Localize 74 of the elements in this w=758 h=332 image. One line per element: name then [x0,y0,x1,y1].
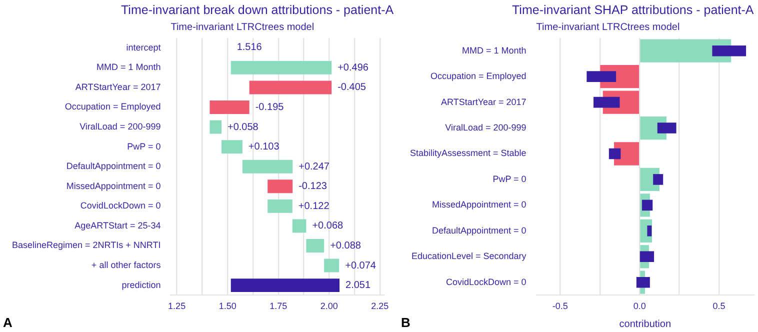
x-tick-label: -0.5 [552,301,568,312]
bar [324,258,340,272]
data-label: -0.195 [255,102,284,113]
text: B [401,315,410,330]
bar [242,160,293,174]
x-tick-label: 1.50 [218,301,236,312]
bar [210,100,250,114]
bar [608,148,621,160]
data-label: 2.051 [346,280,371,292]
y-tick-label: AgeARTStart = 25-34 [74,220,161,230]
bar [306,239,324,252]
bar [712,45,746,56]
data-label: +0.247 [298,161,330,172]
y-tick-label: intercept [126,42,162,52]
data-label: +0.088 [330,240,362,252]
y-tick-label: StabilityAssessment = Stable [410,148,526,158]
bar [230,60,332,74]
y-tick-label: MissedAppointment = 0 [66,180,161,191]
x-tick-label: 1.75 [270,301,288,312]
bar [594,96,620,108]
bar [642,200,653,211]
bar [292,219,306,233]
x-tick-label: 2.00 [320,301,338,312]
annotation: 1.516 [236,42,262,54]
x-tick-label: 0.0 [633,301,646,312]
bar [210,120,222,134]
y-tick-label: EducationLevel = Secondary [411,251,527,262]
data-label: +0.058 [228,122,259,133]
data-label: +0.074 [345,260,376,272]
x-tick-label: 0.5 [712,301,726,312]
y-tick-label: prediction [122,280,161,290]
y-tick-label: BaselineRegimen = 2NRTIs + NNRTI [12,240,161,250]
text: A [3,315,12,330]
y-tick-label: DefaultAppointment = 0 [66,161,161,172]
data-label: -0.405 [338,82,366,94]
data-label: +0.103 [248,142,280,153]
x-tick-label: 1.25 [168,301,186,312]
data-label: +0.068 [312,220,344,232]
y-tick-label: MissedAppointment = 0 [432,200,526,210]
y-tick-label: Occupation = Employed [64,102,161,112]
y-tick-label: MMD = 1 Month [96,62,161,72]
x-tick-label: 2.25 [371,301,389,312]
bar [249,80,332,94]
y-tick-label: DefaultAppointment = 0 [432,225,526,236]
bar [636,276,650,288]
bar [230,278,340,292]
y-tick-label: CovidLockDown = 0 [446,276,526,287]
chart-subtitle: Time-invariant LTRCtrees model [170,22,314,33]
chart-title: Time-invariant SHAP attributions - patient-A [512,3,754,17]
bar [657,122,676,134]
chart-subtitle: Time-invariant LTRCtrees model [536,22,680,33]
bar [640,251,654,262]
bar [268,180,293,194]
y-tick-label: ARTStartYear = 2017 [75,82,161,92]
chart-title: Time-invariant break down attributions - patient-A [121,3,394,17]
y-tick-label: PwP = 0 [127,141,161,152]
y-tick-label: PwP = 0 [492,174,526,184]
data-label: +0.122 [298,200,330,212]
bar [222,140,242,154]
y-tick-label: ARTStartYear = 2017 [440,96,526,107]
bar [640,39,732,62]
y-tick-label: ViralLoad = 200-999 [445,122,526,133]
y-tick-label: MMD = 1 Month [462,45,526,56]
y-tick-label: ViralLoad = 200-999 [80,122,161,132]
data-label: +0.496 [338,62,369,74]
data-label: -0.123 [298,181,328,192]
x-axis-title: contribution [619,318,672,330]
bar [586,71,616,82]
bar [647,226,652,236]
y-tick-label: Occupation = Employed [430,71,526,82]
bar [268,199,292,213]
bar [653,174,664,185]
y-tick-label: + all other factors [91,260,162,270]
y-tick-label: CovidLockDown = 0 [80,200,161,211]
